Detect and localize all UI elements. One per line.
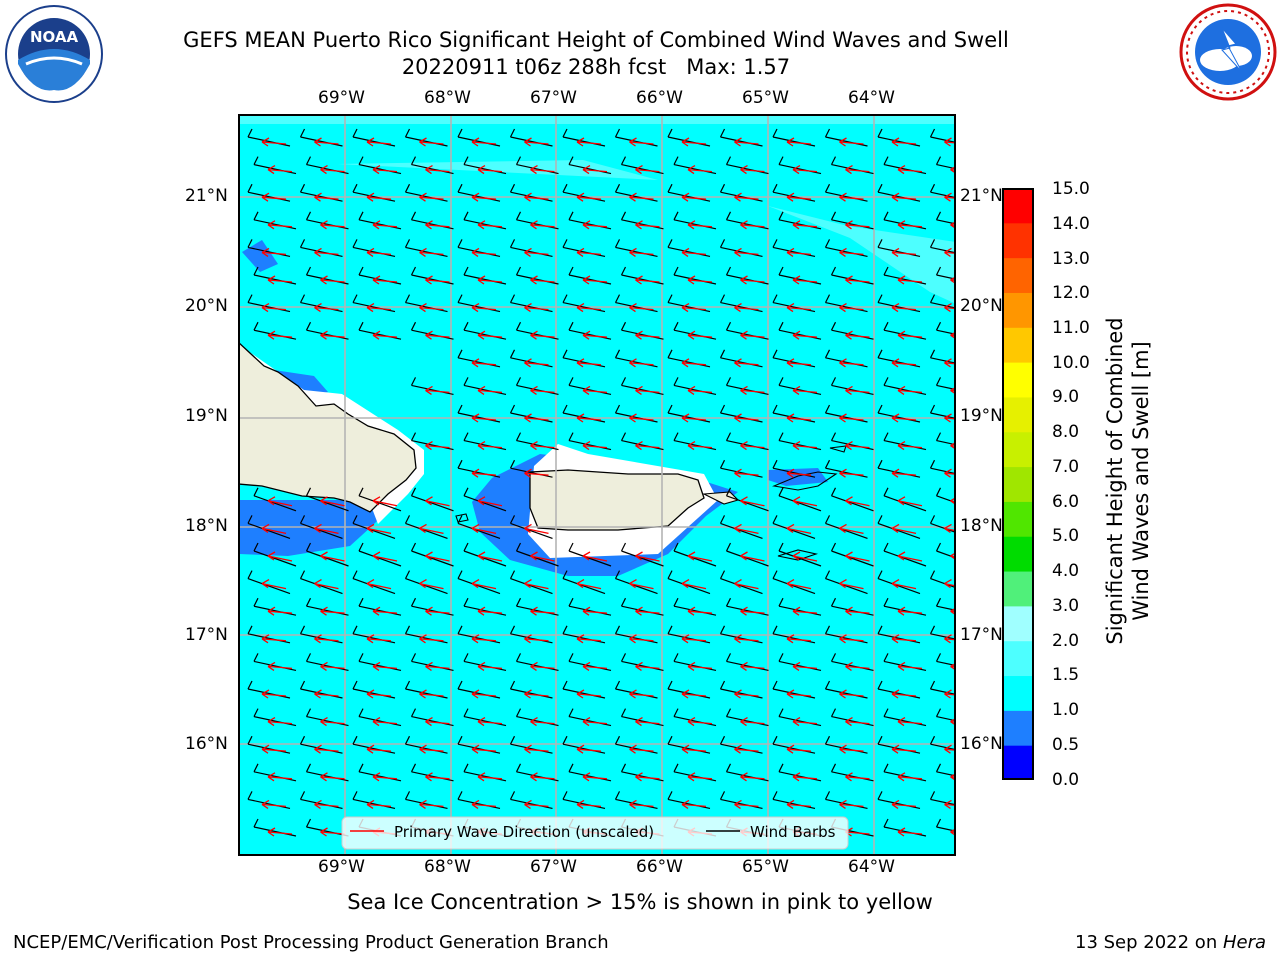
noaa-logo-text: NOAA <box>30 28 79 46</box>
footer-date: 13 Sep 2022 on Hera <box>1075 932 1266 953</box>
lat-label-right-17n: 17°N <box>960 625 1003 645</box>
lat-label-right-16n: 16°N <box>960 734 1003 754</box>
colorbar-segment <box>1002 710 1034 745</box>
colorbar-tick: 0.0 <box>1052 770 1079 790</box>
nws-logo <box>1178 2 1278 102</box>
legend-wind-barbs-label: Wind Barbs <box>750 823 836 841</box>
colorbar-segment <box>1002 571 1034 606</box>
wave-height-map: Primary Wave Direction (unscaled) Wind B… <box>238 114 956 856</box>
colorbar-segment <box>1002 641 1034 676</box>
map-legend: Primary Wave Direction (unscaled) Wind B… <box>342 817 848 849</box>
lon-label-bottom-67w: 67°W <box>530 857 577 877</box>
lon-label-top-66w: 66°W <box>636 88 683 108</box>
colorbar-segment <box>1002 432 1034 467</box>
colorbar-segment <box>1002 327 1034 362</box>
colorbar-tick: 6.0 <box>1052 492 1079 512</box>
colorbar-tick: 3.0 <box>1052 596 1079 616</box>
colorbar-tick: 15.0 <box>1052 179 1090 199</box>
lat-label-right-21n: 21°N <box>960 186 1003 206</box>
colorbar-segment <box>1002 223 1034 258</box>
colorbar-segment <box>1002 501 1034 536</box>
lat-label-left-17n: 17°N <box>185 625 228 645</box>
colorbar-tick: 1.5 <box>1052 665 1079 685</box>
colorbar-segment <box>1002 292 1034 327</box>
colorbar-label: Significant Height of Combined Wind Wave… <box>1102 261 1154 701</box>
colorbar-segment <box>1002 362 1034 397</box>
colorbar <box>1002 188 1034 780</box>
colorbar-tick: 5.0 <box>1052 526 1079 546</box>
footer-credit: NCEP/EMC/Verification Post Processing Pr… <box>13 932 609 953</box>
colorbar-segment <box>1002 258 1034 293</box>
lon-label-top-68w: 68°W <box>424 88 471 108</box>
colorbar-tick: 0.5 <box>1052 735 1079 755</box>
lon-label-top-69w: 69°W <box>318 88 365 108</box>
colorbar-segment <box>1002 188 1034 223</box>
lon-label-bottom-66w: 66°W <box>636 857 683 877</box>
colorbar-segment <box>1002 397 1034 432</box>
lon-label-bottom-69w: 69°W <box>318 857 365 877</box>
lat-label-left-19n: 19°N <box>185 406 228 426</box>
colorbar-tick: 14.0 <box>1052 214 1090 234</box>
noaa-logo: NOAA <box>4 4 104 104</box>
lon-label-bottom-64w: 64°W <box>848 857 895 877</box>
lat-label-right-18n: 18°N <box>960 516 1003 536</box>
lon-label-top-65w: 65°W <box>742 88 789 108</box>
colorbar-tick: 2.0 <box>1052 631 1079 651</box>
lat-label-left-21n: 21°N <box>185 186 228 206</box>
lat-label-left-16n: 16°N <box>185 734 228 754</box>
legend-wave-direction-label: Primary Wave Direction (unscaled) <box>394 823 654 841</box>
lat-label-left-20n: 20°N <box>185 296 228 316</box>
colorbar-tick: 11.0 <box>1052 318 1090 338</box>
lon-label-top-67w: 67°W <box>530 88 577 108</box>
chart-subtitle: 20220911 t06z 288h fcst Max: 1.57 <box>0 54 1192 81</box>
colorbar-tick: 8.0 <box>1052 422 1079 442</box>
sea-ice-note: Sea Ice Concentration > 15% is shown in … <box>0 890 1280 914</box>
lat-label-right-19n: 19°N <box>960 406 1003 426</box>
colorbar-segment <box>1002 536 1034 571</box>
colorbar-tick: 7.0 <box>1052 457 1079 477</box>
colorbar-tick: 1.0 <box>1052 700 1079 720</box>
colorbar-tick: 13.0 <box>1052 249 1090 269</box>
colorbar-segment <box>1002 676 1034 711</box>
lat-label-right-20n: 20°N <box>960 296 1003 316</box>
footer-machine: Hera <box>1223 932 1266 953</box>
lon-label-top-64w: 64°W <box>848 88 895 108</box>
colorbar-segment <box>1002 745 1034 780</box>
colorbar-tick: 12.0 <box>1052 283 1090 303</box>
colorbar-tick: 9.0 <box>1052 387 1079 407</box>
lon-label-bottom-65w: 65°W <box>742 857 789 877</box>
colorbar-segment <box>1002 467 1034 502</box>
colorbar-segment <box>1002 606 1034 641</box>
lon-label-bottom-68w: 68°W <box>424 857 471 877</box>
colorbar-tick: 10.0 <box>1052 353 1090 373</box>
lat-label-left-18n: 18°N <box>185 516 228 536</box>
footer-date-text: 13 Sep 2022 on <box>1075 932 1223 953</box>
chart-title: GEFS MEAN Puerto Rico Significant Height… <box>0 27 1192 54</box>
colorbar-tick: 4.0 <box>1052 561 1079 581</box>
